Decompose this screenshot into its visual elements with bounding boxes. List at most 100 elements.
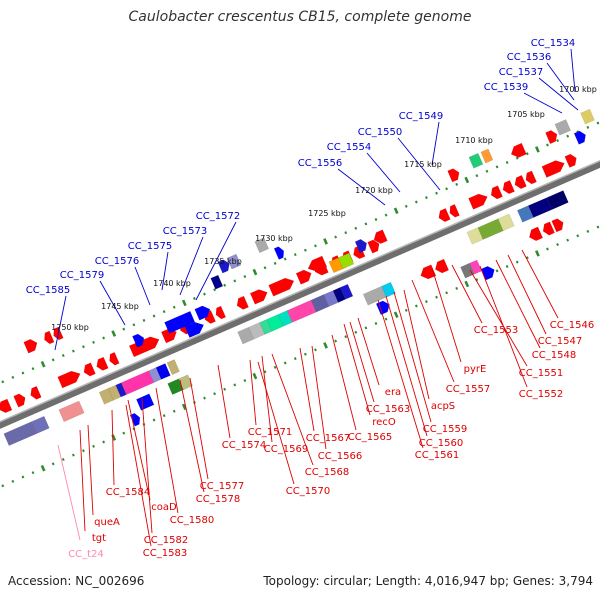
reverse-gene-label: CC_1563 xyxy=(366,404,410,415)
leader-line xyxy=(261,355,273,443)
reverse-gene-block xyxy=(286,299,317,323)
forward-gene-block xyxy=(83,362,96,377)
major-tick xyxy=(323,238,328,245)
forward-gene-block xyxy=(438,208,451,223)
minor-tick xyxy=(384,213,388,217)
upper-tick-track xyxy=(1,121,600,384)
gene-shape xyxy=(109,351,120,366)
leader-line xyxy=(343,323,371,416)
gene-shape xyxy=(468,152,484,169)
minor-tick xyxy=(82,449,85,453)
leader-line xyxy=(79,429,86,532)
minor-tick xyxy=(203,292,206,296)
outer-gene-block xyxy=(184,321,205,338)
outer-gene-block xyxy=(373,229,388,244)
reverse-gene-label: CC_1547 xyxy=(538,336,582,347)
forward-gene-label: CC_1576 xyxy=(95,256,139,267)
major-tick xyxy=(181,403,187,411)
minor-tick xyxy=(445,187,449,191)
reverse-gene-label: CC_1551 xyxy=(519,368,563,379)
minor-tick xyxy=(223,283,227,287)
leader-line xyxy=(87,424,94,516)
reverse-gene-label: CC_1557 xyxy=(446,384,490,395)
reverse-gene-label: era xyxy=(385,387,401,398)
minor-tick xyxy=(122,431,126,435)
scale-label: 1700 kbp xyxy=(559,85,597,94)
minor-tick xyxy=(354,330,358,334)
outer-gene-block xyxy=(545,130,558,145)
minor-tick xyxy=(172,305,176,309)
gene-shape xyxy=(468,193,488,210)
minor-tick xyxy=(102,336,106,340)
outer-gene-block xyxy=(337,252,355,270)
outer-gene-block xyxy=(129,412,141,427)
minor-tick xyxy=(152,418,156,422)
leader-line xyxy=(397,137,441,191)
outer-gene-block xyxy=(23,339,38,354)
minor-tick xyxy=(475,278,479,282)
minor-tick xyxy=(455,286,459,290)
scale-label: 1735 kbp xyxy=(204,257,242,266)
genome-summary-text: Topology: circular; Length: 4,016,947 bp… xyxy=(263,574,593,588)
minor-tick xyxy=(1,380,5,384)
forward-gene-block xyxy=(514,174,527,189)
leader-line xyxy=(257,361,295,485)
gene-shape xyxy=(435,258,450,274)
leader-line xyxy=(507,254,547,335)
scale-label: 1710 kbp xyxy=(455,136,493,145)
minor-tick xyxy=(566,238,570,242)
major-tick xyxy=(393,207,399,215)
backbone-highlight xyxy=(0,160,600,423)
reverse-gene-label: CC_1552 xyxy=(519,389,563,400)
leader-line xyxy=(385,295,428,437)
leader-line xyxy=(479,265,528,388)
forward-gene-block xyxy=(295,269,312,285)
reverse-gene-label: queA xyxy=(94,517,120,528)
minor-tick xyxy=(556,243,559,247)
minor-tick xyxy=(263,266,267,270)
minor-tick xyxy=(273,365,277,369)
gene-shape xyxy=(184,321,205,338)
minor-tick xyxy=(51,462,55,466)
minor-tick xyxy=(374,218,378,222)
outer-gene-block xyxy=(254,237,270,254)
gene-shape xyxy=(217,259,230,274)
gene-shape xyxy=(57,370,81,389)
label-leaders xyxy=(54,48,579,547)
forward-gene-label: CC_1536 xyxy=(507,52,551,63)
minor-tick xyxy=(162,310,166,314)
outer-gene-block xyxy=(178,374,193,391)
minor-tick xyxy=(1,484,5,488)
forward-gene-label: CC_1579 xyxy=(60,270,104,281)
major-tick xyxy=(111,330,117,337)
minor-tick xyxy=(314,348,317,352)
gene-shape xyxy=(339,283,354,300)
minor-tick xyxy=(293,253,297,257)
leader-line xyxy=(271,353,314,466)
reverse-gene-block xyxy=(497,213,515,232)
forward-gene-label: CC_1537 xyxy=(499,67,543,78)
minor-tick xyxy=(425,196,428,200)
gene-shape xyxy=(554,119,572,136)
gene-shape xyxy=(155,363,171,380)
minor-tick xyxy=(162,414,166,418)
outer-gene-block xyxy=(447,168,460,183)
reverse-gene-label: recO xyxy=(372,417,396,428)
forward-gene-block xyxy=(0,398,13,414)
leader-line xyxy=(469,269,528,367)
leader-line xyxy=(546,62,575,101)
forward-gene-block xyxy=(215,305,227,320)
outer-gene-block xyxy=(573,130,586,145)
minor-tick xyxy=(596,225,600,229)
minor-tick xyxy=(303,248,307,252)
minor-tick xyxy=(61,353,65,357)
outer-gene-block xyxy=(132,333,145,348)
forward-gene-block xyxy=(541,160,565,178)
leader-line xyxy=(570,48,576,93)
minor-tick xyxy=(172,409,176,413)
gene-shape xyxy=(529,226,544,242)
reverse-gene-label: CC_1561 xyxy=(415,450,459,461)
gene-shape xyxy=(132,333,145,348)
minor-tick xyxy=(193,296,196,300)
